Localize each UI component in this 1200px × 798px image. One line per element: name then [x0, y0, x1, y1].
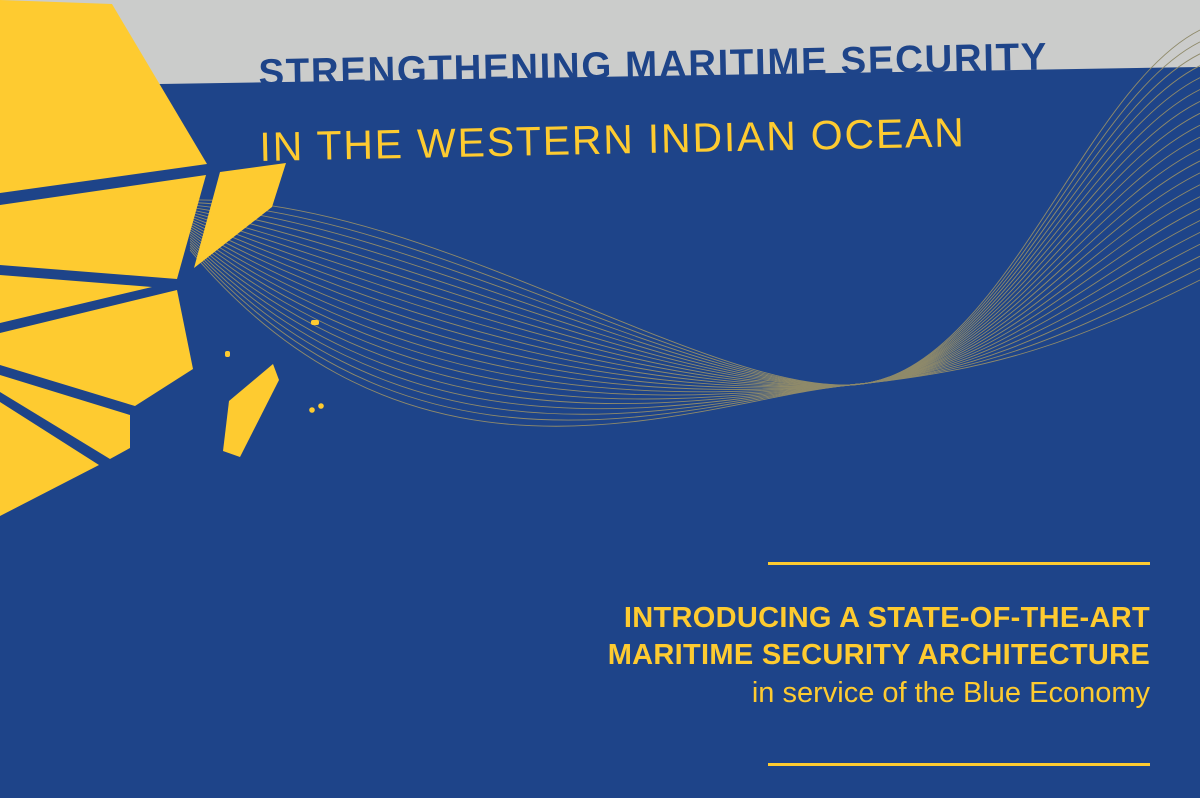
africa-map-shape	[0, 0, 286, 516]
wave-line	[189, 231, 1200, 405]
wave-line	[189, 242, 1200, 410]
tagline-block: INTRODUCING A STATE-OF-THE-ART MARITIME …	[608, 600, 1150, 712]
wave-line	[189, 208, 1200, 396]
wave-line	[189, 220, 1200, 400]
wave-line	[189, 244, 1200, 415]
wave-line	[189, 65, 1200, 386]
tagline-line-3: in service of the Blue Economy	[751, 677, 1150, 709]
wave-line	[189, 249, 1200, 427]
wave-line	[189, 53, 1200, 386]
gray-header-band	[0, 0, 1200, 86]
wave-lines	[189, 29, 1200, 427]
divider-bottom	[768, 763, 1150, 766]
divider-top	[768, 562, 1150, 565]
tagline-line-1: INTRODUCING A STATE-OF-THE-ART	[623, 602, 1150, 634]
tagline-line-2: MARITIME SECURITY ARCHITECTURE	[607, 639, 1150, 671]
wave-line	[189, 247, 1200, 421]
madagascar-islands	[223, 320, 324, 457]
